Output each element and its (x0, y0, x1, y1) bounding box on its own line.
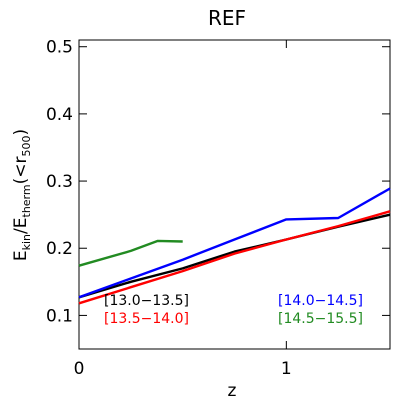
legend: [13.0−13.5] [13.5−14.0] [14.0−14.5] [14.5−1… (104, 293, 363, 327)
ticks: 0 1 0.1 0.2 0.3 0.4 0.5 (46, 38, 390, 379)
series-line-0 (78, 213, 391, 299)
y-tick-label: 0.4 (46, 105, 73, 125)
x-tick-label: 1 (281, 359, 292, 379)
series-layer (78, 187, 391, 305)
y-tick-label: 0.5 (46, 38, 73, 58)
legend-entry-1: [13.5−14.0] (104, 311, 189, 327)
x-tick-label: 0 (74, 359, 85, 379)
legend-entry-3: [14.5−15.5] (278, 311, 363, 327)
legend-entry-2: [14.0−14.5] (278, 293, 363, 309)
series-line-1 (78, 210, 391, 305)
plot-frame (78, 39, 391, 350)
y-tick-label: 0.2 (46, 239, 73, 259)
series-line-2 (78, 187, 391, 299)
series-line-3 (78, 239, 183, 267)
x-axis-title: z (228, 381, 237, 401)
y-tick-label: 0.1 (46, 306, 73, 326)
chart-title: REF (208, 6, 246, 30)
legend-entry-0: [13.0−13.5] (104, 293, 189, 309)
y-tick-label: 0.3 (46, 172, 73, 192)
y-axis-title: Ekin/Etherm(<r500) (11, 129, 33, 261)
